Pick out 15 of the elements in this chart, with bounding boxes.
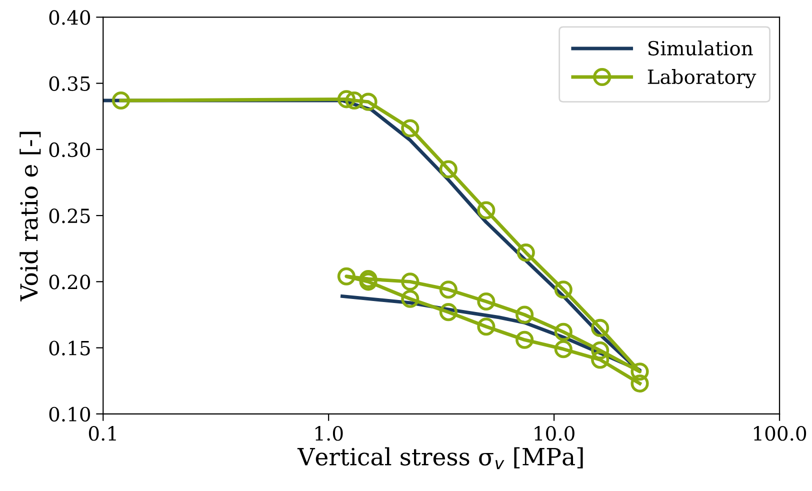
y-tick-label: 0.25 <box>49 208 90 224</box>
x-tick-label: 100.0 <box>754 426 806 441</box>
y-tick-label: 0.20 <box>49 274 90 290</box>
y-axis-title: Void ratio e [-] <box>20 132 41 302</box>
y-tick-label: 0.40 <box>49 10 90 25</box>
x-axis-title: Vertical stress σ$_{v}$ [MPa] <box>297 447 583 470</box>
y-tick-label: 0.15 <box>49 340 90 356</box>
y-tick-label: 0.30 <box>49 142 90 158</box>
y-tick-label: 0.35 <box>49 76 90 91</box>
y-tick-label: 0.10 <box>49 406 90 422</box>
x-tick-label: 10.0 <box>534 426 574 441</box>
legend-label: Laboratory <box>648 69 756 88</box>
x-tick-label: 1.0 <box>316 426 343 441</box>
x-tick-label: 0.1 <box>88 426 116 441</box>
legend-label: Simulation <box>648 40 753 56</box>
